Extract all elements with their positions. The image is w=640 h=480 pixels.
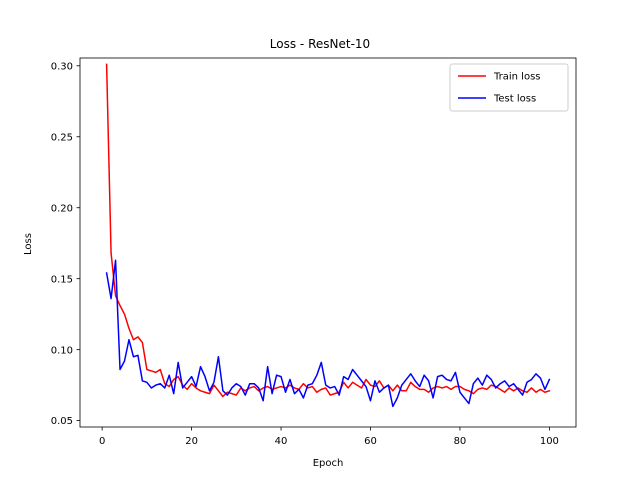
chart-title: Loss - ResNet-10 bbox=[270, 37, 370, 51]
series-line-1 bbox=[105, 259, 551, 408]
x-tick-label-5: 100 bbox=[540, 436, 559, 447]
plot-area bbox=[105, 63, 551, 408]
legend-label-1: Test loss bbox=[493, 94, 536, 105]
axes: 0 20 40 60 80 100 0.05 0.10 0.15 0.20 0.25 0.30 bbox=[51, 57, 577, 447]
x-tick-label-3: 60 bbox=[364, 436, 377, 447]
y-tick-label-2: 0.15 bbox=[51, 274, 73, 285]
legend-label-0: Train loss bbox=[493, 72, 541, 83]
y-tick-label-5: 0.30 bbox=[51, 61, 73, 72]
legend: Train loss Test loss bbox=[449, 63, 569, 112]
x-axis-label: Epoch bbox=[313, 458, 344, 469]
x-tick-label-1: 20 bbox=[185, 436, 198, 447]
y-tick-label-4: 0.25 bbox=[51, 132, 73, 143]
y-tick-label-1: 0.10 bbox=[51, 345, 73, 356]
axes-frame bbox=[79, 57, 577, 428]
x-tick-label-0: 0 bbox=[99, 436, 105, 447]
x-tick-label-4: 80 bbox=[454, 436, 467, 447]
y-tick-label-0: 0.05 bbox=[51, 416, 73, 427]
x-tick-label-2: 40 bbox=[275, 436, 288, 447]
y-axis-label: Loss bbox=[23, 233, 34, 255]
y-tick-label-3: 0.20 bbox=[51, 203, 73, 214]
series-line-0 bbox=[105, 63, 551, 398]
